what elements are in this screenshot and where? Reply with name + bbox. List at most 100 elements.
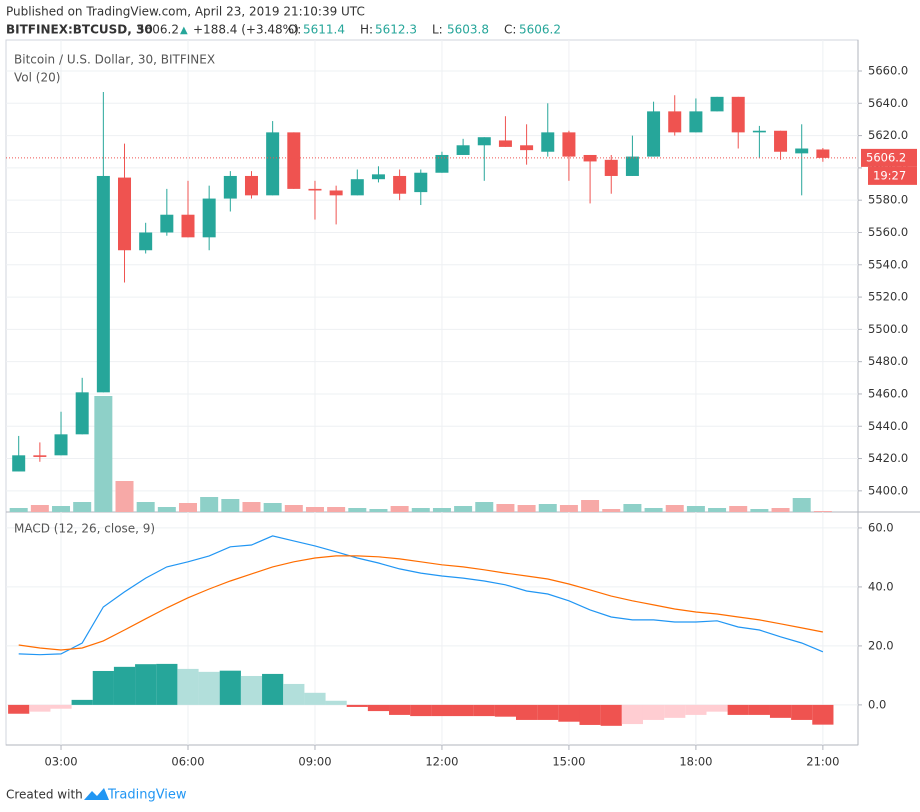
candle-body: [774, 130, 788, 152]
candle-body: [393, 175, 407, 194]
volume-bar: [559, 505, 578, 512]
candle-body: [414, 172, 428, 193]
ohlc-label: L:: [432, 23, 443, 37]
volume-bar: [221, 499, 240, 512]
histogram-bar: [177, 668, 199, 705]
candle-body: [752, 130, 766, 133]
volume-bar: [390, 506, 409, 512]
histogram-bar: [473, 704, 495, 717]
candle-body: [244, 175, 258, 196]
volume-bar: [52, 506, 71, 512]
candle-body: [181, 214, 195, 238]
candle-body: [202, 198, 216, 238]
volume-bar: [496, 504, 515, 512]
created-with: Created with: [6, 788, 83, 802]
volume-bar: [644, 508, 663, 512]
ohlc-label: H:: [360, 23, 373, 37]
candle-body: [562, 132, 576, 157]
volume-bar: [708, 508, 727, 512]
histogram-bar: [494, 704, 517, 717]
candle-body: [456, 145, 470, 155]
y-tick-label: 0.0: [868, 697, 886, 711]
histogram-bar: [389, 704, 411, 715]
y-tick-label: 5620.0: [868, 128, 908, 142]
histogram-bar: [812, 704, 834, 725]
x-tick-label: 15:00: [552, 755, 585, 769]
candle-body: [604, 159, 618, 176]
candle-body: [160, 214, 174, 233]
y-tick-label: 5580.0: [868, 193, 908, 207]
histogram-bar: [113, 666, 136, 705]
candle-body: [75, 392, 89, 435]
last-price-label: 5606.2: [866, 150, 906, 164]
histogram-bar: [664, 704, 686, 718]
volume-bar: [369, 509, 388, 512]
histogram-bar: [727, 704, 749, 715]
volume-bar: [284, 505, 303, 512]
candle-body: [435, 154, 449, 173]
candle-body: [329, 190, 343, 196]
candle-body: [583, 154, 597, 162]
candle-body: [287, 132, 301, 189]
volume-bar: [475, 502, 494, 512]
volume-bar: [263, 503, 282, 512]
y-tick-label: 5540.0: [868, 257, 908, 271]
volume-bar: [94, 396, 113, 512]
y-tick-label: 40.0: [868, 579, 894, 593]
volume-bar: [200, 497, 219, 512]
histogram-bar: [452, 704, 474, 717]
histogram-bar: [431, 704, 453, 717]
volume-bar: [327, 507, 346, 512]
histogram-bar: [706, 704, 728, 712]
histogram-bar: [8, 704, 30, 714]
candle-body: [795, 148, 809, 154]
last-price-box: [861, 148, 917, 167]
volume-bar: [517, 505, 536, 512]
x-tick-label: 12:00: [425, 755, 458, 769]
volume-bar: [157, 507, 176, 512]
histogram-bar: [748, 704, 770, 715]
candle-body: [625, 156, 639, 176]
y-tick-label: 5460.0: [868, 386, 908, 400]
volume-bar: [348, 508, 367, 512]
brand: TradingView: [107, 788, 187, 803]
countdown: 19:27: [873, 168, 906, 182]
histogram-bar: [92, 670, 114, 705]
histogram-bar: [367, 704, 390, 712]
histogram-bar: [304, 692, 326, 705]
histogram-bar: [769, 704, 792, 718]
histogram-bar: [240, 675, 263, 705]
histogram-bar: [219, 670, 241, 705]
candle-body: [731, 96, 745, 133]
x-tick-label: 06:00: [171, 755, 204, 769]
volume-bar: [623, 504, 642, 512]
volume-bar: [602, 509, 621, 512]
y-tick-label: 5640.0: [868, 96, 908, 110]
histogram-bar: [156, 663, 178, 705]
histogram-bar: [346, 704, 368, 707]
ohlc-value: 5606.2: [519, 23, 561, 37]
y-tick-label: 5400.0: [868, 483, 908, 497]
histogram-bar: [198, 671, 220, 705]
histogram-bar: [579, 704, 601, 725]
volume-bar: [242, 502, 261, 512]
countdown-box: [868, 166, 917, 185]
histogram-bar: [558, 704, 580, 722]
x-tick-label: 18:00: [679, 755, 712, 769]
volume-bar: [581, 500, 600, 512]
y-tick-label: 5500.0: [868, 322, 908, 336]
ohlc-value: 5611.4: [303, 23, 345, 37]
histogram-bar: [791, 704, 813, 720]
price: 5606.2: [137, 23, 179, 37]
candle-body: [498, 140, 512, 147]
y-tick-label: 5440.0: [868, 419, 908, 433]
volume-bar: [665, 505, 684, 512]
change: +188.4 (+3.48%): [193, 23, 299, 37]
histogram-bar: [50, 704, 72, 709]
y-tick-label: 5420.0: [868, 451, 908, 465]
histogram-bar: [262, 673, 284, 705]
histogram-bar: [71, 699, 93, 705]
volume-bar: [305, 507, 324, 512]
candle-body: [54, 434, 68, 456]
